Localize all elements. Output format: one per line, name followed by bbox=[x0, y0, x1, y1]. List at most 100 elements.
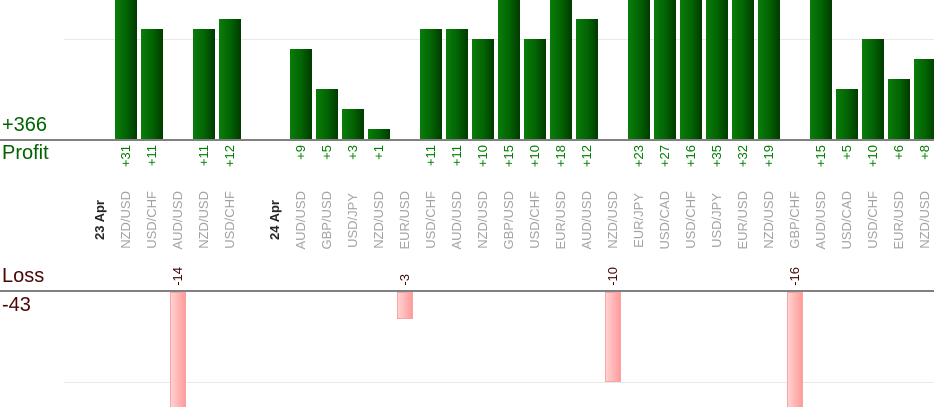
profit-value-label: +12 bbox=[222, 145, 237, 168]
profit-bar bbox=[758, 0, 780, 139]
pair-label-text: NZD/USD bbox=[371, 191, 386, 249]
loss-bar bbox=[170, 292, 186, 407]
profit-bar bbox=[706, 0, 728, 139]
profit-value-label: +11 bbox=[449, 145, 464, 167]
loss-gridline bbox=[64, 382, 934, 383]
profit-value-label: +19 bbox=[761, 145, 776, 168]
profit-value-label: +10 bbox=[475, 145, 490, 168]
profit-bar bbox=[219, 19, 241, 139]
loss-value-label: -14 bbox=[170, 267, 185, 286]
date-label-text: 24 Apr bbox=[267, 200, 282, 240]
profit-value-label: +5 bbox=[319, 145, 334, 160]
profit-value-label: +16 bbox=[683, 145, 698, 168]
pair-label-text: USD/CAD bbox=[839, 190, 854, 250]
pair-label: USD/CHF bbox=[865, 186, 880, 254]
profit-bar bbox=[290, 49, 312, 139]
pair-label: GBP/CHF bbox=[787, 186, 802, 254]
pair-label-text: GBP/CHF bbox=[787, 191, 802, 249]
pair-label-text: EUR/USD bbox=[553, 190, 568, 250]
date-label-text: 23 Apr bbox=[92, 200, 107, 240]
date-label: 23 Apr bbox=[92, 186, 107, 254]
pair-label: USD/JPY bbox=[345, 186, 360, 254]
profit-value-label: +23 bbox=[631, 145, 646, 168]
profit-total-label: +366 bbox=[2, 114, 48, 136]
profit-axis-title: Profit bbox=[2, 142, 49, 164]
pair-label: AUD/USD bbox=[813, 186, 828, 254]
pair-label-text: GBP/USD bbox=[501, 190, 516, 250]
pair-label: USD/JPY bbox=[709, 186, 724, 254]
profit-value-label: +6 bbox=[891, 145, 906, 160]
pair-label: GBP/USD bbox=[319, 186, 334, 254]
profit-bar bbox=[836, 89, 858, 139]
profit-bar bbox=[446, 29, 468, 139]
profit-value-label: +12 bbox=[579, 145, 594, 168]
loss-value-label: -16 bbox=[787, 267, 802, 286]
profit-bar bbox=[115, 0, 137, 139]
pair-label: NZD/USD bbox=[917, 186, 932, 254]
profit-bar bbox=[342, 109, 364, 139]
pair-label-text: EUR/USD bbox=[891, 190, 906, 250]
pair-label-text: AUD/USD bbox=[813, 190, 828, 250]
profit-bar bbox=[654, 0, 676, 139]
pair-label: NZD/USD bbox=[761, 186, 776, 254]
pair-label-text: EUR/JPY bbox=[631, 192, 646, 248]
pair-label: NZD/USD bbox=[371, 186, 386, 254]
profit-bar bbox=[680, 0, 702, 139]
profit-value-label: +8 bbox=[917, 145, 932, 160]
loss-bar bbox=[787, 292, 803, 407]
pair-label-text: AUD/USD bbox=[293, 190, 308, 250]
pair-label: EUR/USD bbox=[735, 186, 750, 254]
profit-value-label: +1 bbox=[371, 145, 386, 160]
pair-label: USD/CHF bbox=[423, 186, 438, 254]
pair-label-text: NZD/USD bbox=[761, 191, 776, 249]
profit-bar bbox=[732, 0, 754, 139]
pair-label: USD/CHF bbox=[222, 186, 237, 254]
loss-value-label: -3 bbox=[397, 274, 412, 286]
profit-bar bbox=[498, 0, 520, 139]
profit-value-label: +11 bbox=[144, 145, 159, 167]
pair-label: EUR/JPY bbox=[631, 186, 646, 254]
pair-label: EUR/USD bbox=[397, 186, 412, 254]
pair-label-text: NZD/USD bbox=[605, 191, 620, 249]
pair-label: NZD/USD bbox=[196, 186, 211, 254]
pair-label-text: USD/CHF bbox=[865, 191, 880, 249]
pair-label: EUR/USD bbox=[553, 186, 568, 254]
profit-value-label: +10 bbox=[527, 145, 542, 168]
pair-label-text: USD/JPY bbox=[709, 192, 724, 248]
profit-value-label: +18 bbox=[553, 145, 568, 168]
profit-bar bbox=[862, 39, 884, 139]
pair-label: GBP/USD bbox=[501, 186, 516, 254]
date-label: 24 Apr bbox=[267, 186, 282, 254]
profit-value-label: +9 bbox=[293, 145, 308, 160]
profit-value-label: +3 bbox=[345, 145, 360, 160]
loss-total-label: -43 bbox=[2, 294, 31, 316]
profit-value-label: +11 bbox=[423, 145, 438, 167]
profit-value-label: +11 bbox=[196, 145, 211, 167]
profit-bar bbox=[193, 29, 215, 139]
profit-bar bbox=[472, 39, 494, 139]
profit-value-label: +15 bbox=[813, 145, 828, 168]
profit-bar bbox=[420, 29, 442, 139]
profit-bar bbox=[576, 19, 598, 139]
loss-axis-title: Loss bbox=[2, 265, 45, 287]
pair-label-text: USD/CHF bbox=[683, 191, 698, 249]
profit-value-label: +10 bbox=[865, 145, 880, 168]
pair-label-text: AUD/USD bbox=[579, 190, 594, 250]
pair-label-text: NZD/USD bbox=[196, 191, 211, 249]
pair-label: NZD/USD bbox=[118, 186, 133, 254]
loss-axis-line bbox=[0, 290, 934, 292]
profit-bar bbox=[810, 0, 832, 139]
pair-label-text: USD/CHF bbox=[423, 191, 438, 249]
loss-bar bbox=[605, 292, 621, 382]
loss-bar bbox=[397, 292, 413, 319]
profit-value-label: +35 bbox=[709, 145, 724, 168]
pair-label: EUR/USD bbox=[891, 186, 906, 254]
profit-value-label: +31 bbox=[118, 145, 133, 168]
pair-label-text: NZD/USD bbox=[118, 191, 133, 249]
pair-label: AUD/USD bbox=[579, 186, 594, 254]
pair-label-text: AUD/USD bbox=[170, 190, 185, 250]
pair-label-text: EUR/USD bbox=[397, 190, 412, 250]
pair-label-text: USD/JPY bbox=[345, 192, 360, 248]
profit-plot-area bbox=[0, 0, 934, 139]
